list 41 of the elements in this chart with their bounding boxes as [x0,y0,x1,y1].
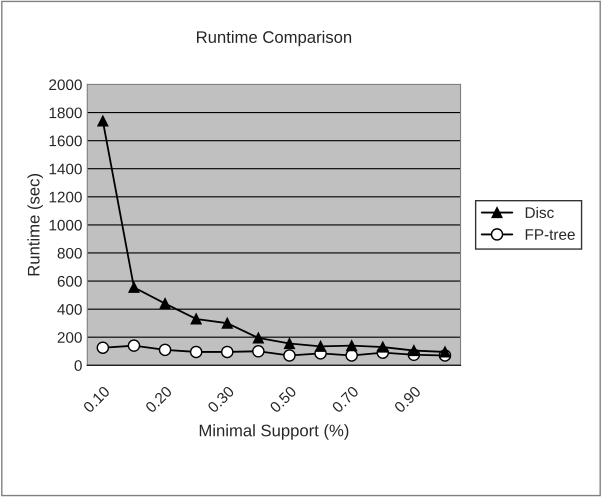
point [252,345,265,358]
point [221,346,234,358]
x-tick-label: 0.10 [82,385,110,414]
chart-title: Runtime Comparison [197,30,352,46]
y-tick-label: 1800 [50,107,82,118]
y-tick-label: 1600 [50,136,82,146]
legend-label: FP-tree [526,229,575,240]
point [96,341,110,354]
y-tick-label: 1200 [50,192,82,202]
y-tick-label: 1000 [50,220,82,231]
point [128,339,140,352]
point [190,346,202,358]
point [315,340,326,352]
point [408,344,420,356]
y-tick-label: 600 [58,276,82,287]
y-tick-label: 2000 [49,79,82,90]
point [222,318,233,329]
point [284,338,296,350]
y-axis-title: Runtime (sec) [27,174,43,276]
x-tick-label: 0.50 [269,385,297,414]
point [252,332,264,344]
point [283,349,296,362]
x-tick-label: 0.20 [144,385,173,414]
point [159,298,171,310]
point [377,341,388,353]
x-tick-label: 0.90 [394,385,422,414]
y-tick-label: 1400 [50,164,82,174]
point [128,282,140,293]
y-tick-label: 200 [58,332,82,343]
point [158,344,172,356]
legend-label: Disc [526,206,554,218]
point [346,340,358,352]
x-tick-label: 0.70 [331,385,360,414]
y-tick-label: 400 [57,304,82,315]
point [97,115,108,127]
x-axis-title: Minimal Support (%) [200,424,348,440]
point [439,346,451,358]
x-tick-label: 0.30 [206,385,235,414]
point [190,313,202,325]
y-tick-label: 0 [74,360,82,371]
y-tick-label: 800 [58,248,82,259]
